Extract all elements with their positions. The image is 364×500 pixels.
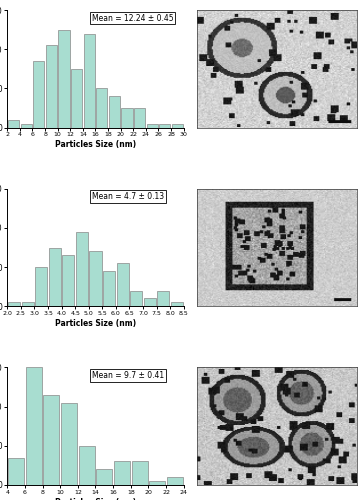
Bar	[76, 232, 88, 306]
Bar	[46, 46, 57, 128]
Bar	[79, 446, 95, 485]
Text: Mean = 9.7 ± 0.41: Mean = 9.7 ± 0.41	[92, 371, 164, 380]
Bar	[20, 124, 32, 128]
Bar	[96, 88, 107, 128]
Bar	[71, 69, 82, 128]
Bar	[26, 368, 41, 485]
Bar	[103, 271, 115, 306]
Bar	[83, 34, 95, 128]
Bar	[116, 263, 129, 306]
Bar	[8, 458, 24, 485]
Bar	[96, 470, 112, 485]
Bar	[8, 120, 19, 128]
Bar	[49, 248, 61, 306]
Bar	[62, 256, 75, 306]
Bar	[130, 290, 142, 306]
X-axis label: Particles Size (nm): Particles Size (nm)	[55, 498, 136, 500]
Bar	[8, 302, 20, 306]
X-axis label: Particles Size (nm): Particles Size (nm)	[55, 319, 136, 328]
Bar	[132, 462, 147, 485]
Text: Mean = 12.24 ± 0.45: Mean = 12.24 ± 0.45	[92, 14, 174, 22]
Bar	[43, 395, 59, 485]
X-axis label: Particles Size (nm): Particles Size (nm)	[55, 140, 136, 149]
Bar	[146, 124, 158, 128]
Bar	[114, 462, 130, 485]
Bar	[159, 124, 170, 128]
Bar	[149, 481, 165, 485]
Bar	[171, 302, 183, 306]
Bar	[33, 61, 44, 128]
Bar	[21, 302, 34, 306]
Bar	[134, 108, 145, 128]
Text: Mean = 4.7 ± 0.13: Mean = 4.7 ± 0.13	[92, 192, 164, 201]
Bar	[144, 298, 156, 306]
Bar	[167, 477, 183, 485]
Bar	[35, 267, 47, 306]
Bar	[90, 252, 102, 306]
Bar	[61, 402, 77, 485]
Bar	[109, 96, 120, 128]
Bar	[172, 124, 183, 128]
Bar	[157, 290, 169, 306]
Bar	[58, 30, 70, 128]
Bar	[121, 108, 132, 128]
